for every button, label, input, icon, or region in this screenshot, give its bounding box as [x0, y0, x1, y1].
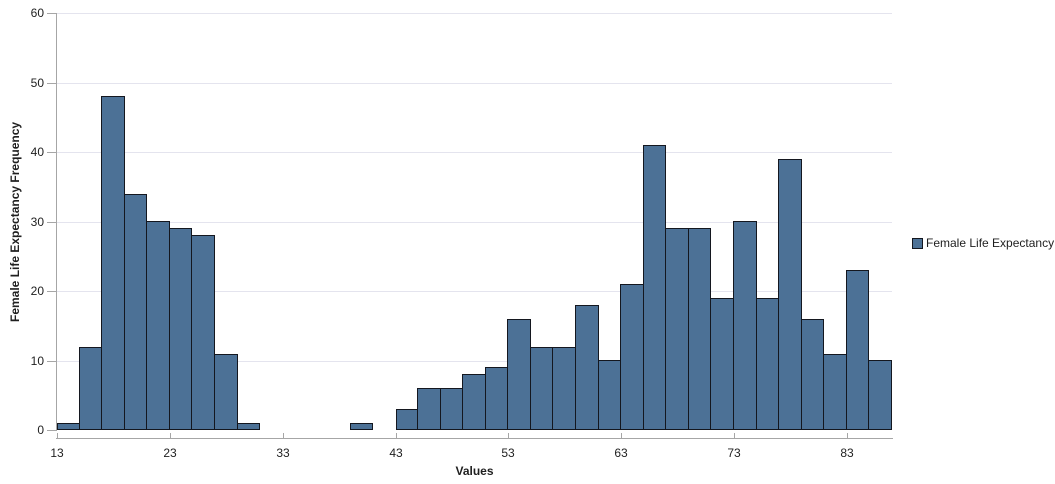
histogram-bar-17-19: [101, 96, 125, 430]
histogram-bar-23-25: [169, 228, 192, 430]
gridline-y-40: [57, 152, 892, 153]
histogram-bar-77-79: [778, 159, 802, 430]
histogram-bar-43-45: [396, 409, 418, 430]
x-tick-label-53: 53: [501, 446, 515, 460]
plot-area: [57, 13, 892, 430]
x-tick-label-13: 13: [50, 446, 64, 460]
x-tick-label-23: 23: [163, 446, 177, 460]
histogram-bar-19-21: [124, 194, 147, 430]
y-tick-label-40: 40: [30, 145, 44, 159]
x-tick-label-83: 83: [840, 446, 854, 460]
y-tick-mark-20: [47, 291, 56, 292]
y-tick-label-60: 60: [30, 6, 44, 20]
histogram-bar-61-63: [598, 360, 621, 430]
y-tick-mark-30: [47, 222, 56, 223]
histogram-bar-75-77: [756, 298, 779, 430]
x-tick-mark-53: [508, 433, 509, 438]
histogram-bar-53-55: [507, 319, 531, 430]
gridline-y-20: [57, 291, 892, 292]
x-tick-label-73: 73: [727, 446, 741, 460]
legend-swatch-icon: [912, 237, 923, 249]
y-axis-line: [56, 13, 57, 431]
histogram-bar-27-29: [214, 354, 238, 430]
histogram-bar-47-49: [440, 388, 463, 430]
histogram-bar-29-31: [237, 423, 260, 430]
histogram-bar-15-17: [79, 347, 102, 430]
histogram-bar-69-71: [688, 228, 711, 430]
x-axis-line: [56, 438, 893, 439]
y-tick-label-10: 10: [30, 354, 44, 368]
gridline-y-50: [57, 83, 892, 84]
legend: Female Life Expectancy: [912, 236, 1054, 250]
histogram-bar-65-67: [643, 145, 666, 430]
x-tick-mark-83: [847, 433, 848, 438]
y-tick-label-30: 30: [30, 215, 44, 229]
gridline-y-60: [57, 13, 892, 14]
histogram-bar-13-15: [57, 423, 80, 430]
x-tick-label-63: 63: [614, 446, 628, 460]
x-tick-mark-13: [57, 433, 58, 438]
histogram-bar-73-75: [733, 221, 757, 430]
histogram-bar-39-41: [350, 423, 373, 430]
histogram-bar-21-23: [146, 221, 170, 430]
x-tick-label-33: 33: [276, 446, 290, 460]
y-tick-mark-60: [47, 13, 56, 14]
y-tick-label-50: 50: [30, 76, 44, 90]
x-tick-mark-23: [170, 433, 171, 438]
x-axis-title: Values: [455, 464, 494, 478]
histogram-bar-71-73: [710, 298, 734, 430]
y-tick-mark-50: [47, 83, 56, 84]
y-tick-mark-0: [47, 430, 56, 431]
histogram-bar-51-53: [485, 367, 508, 430]
x-tick-mark-73: [734, 433, 735, 438]
histogram-bar-55-57: [530, 347, 553, 430]
histogram-bar-59-61: [575, 305, 599, 430]
y-tick-mark-10: [47, 361, 56, 362]
histogram-bar-67-69: [665, 228, 689, 430]
y-tick-mark-40: [47, 152, 56, 153]
y-tick-label-20: 20: [30, 284, 44, 298]
y-tick-label-0: 0: [37, 423, 44, 437]
x-tick-mark-33: [283, 433, 284, 438]
histogram-bar-25-27: [191, 235, 215, 430]
legend-label: Female Life Expectancy: [926, 236, 1055, 250]
histogram-bar-63-65: [620, 284, 644, 430]
x-tick-mark-43: [396, 433, 397, 438]
gridline-y-10: [57, 361, 892, 362]
x-tick-mark-63: [621, 433, 622, 438]
histogram-bar-85-87: [868, 360, 892, 430]
histogram-bar-45-47: [417, 388, 441, 430]
histogram-bar-83-85: [846, 270, 869, 430]
x-tick-label-43: 43: [389, 446, 403, 460]
histogram-bar-81-83: [823, 354, 847, 430]
histogram-bar-79-81: [801, 319, 824, 430]
histogram-bar-57-59: [552, 347, 576, 430]
gridline-y-30: [57, 222, 892, 223]
histogram-bar-49-51: [462, 374, 486, 430]
